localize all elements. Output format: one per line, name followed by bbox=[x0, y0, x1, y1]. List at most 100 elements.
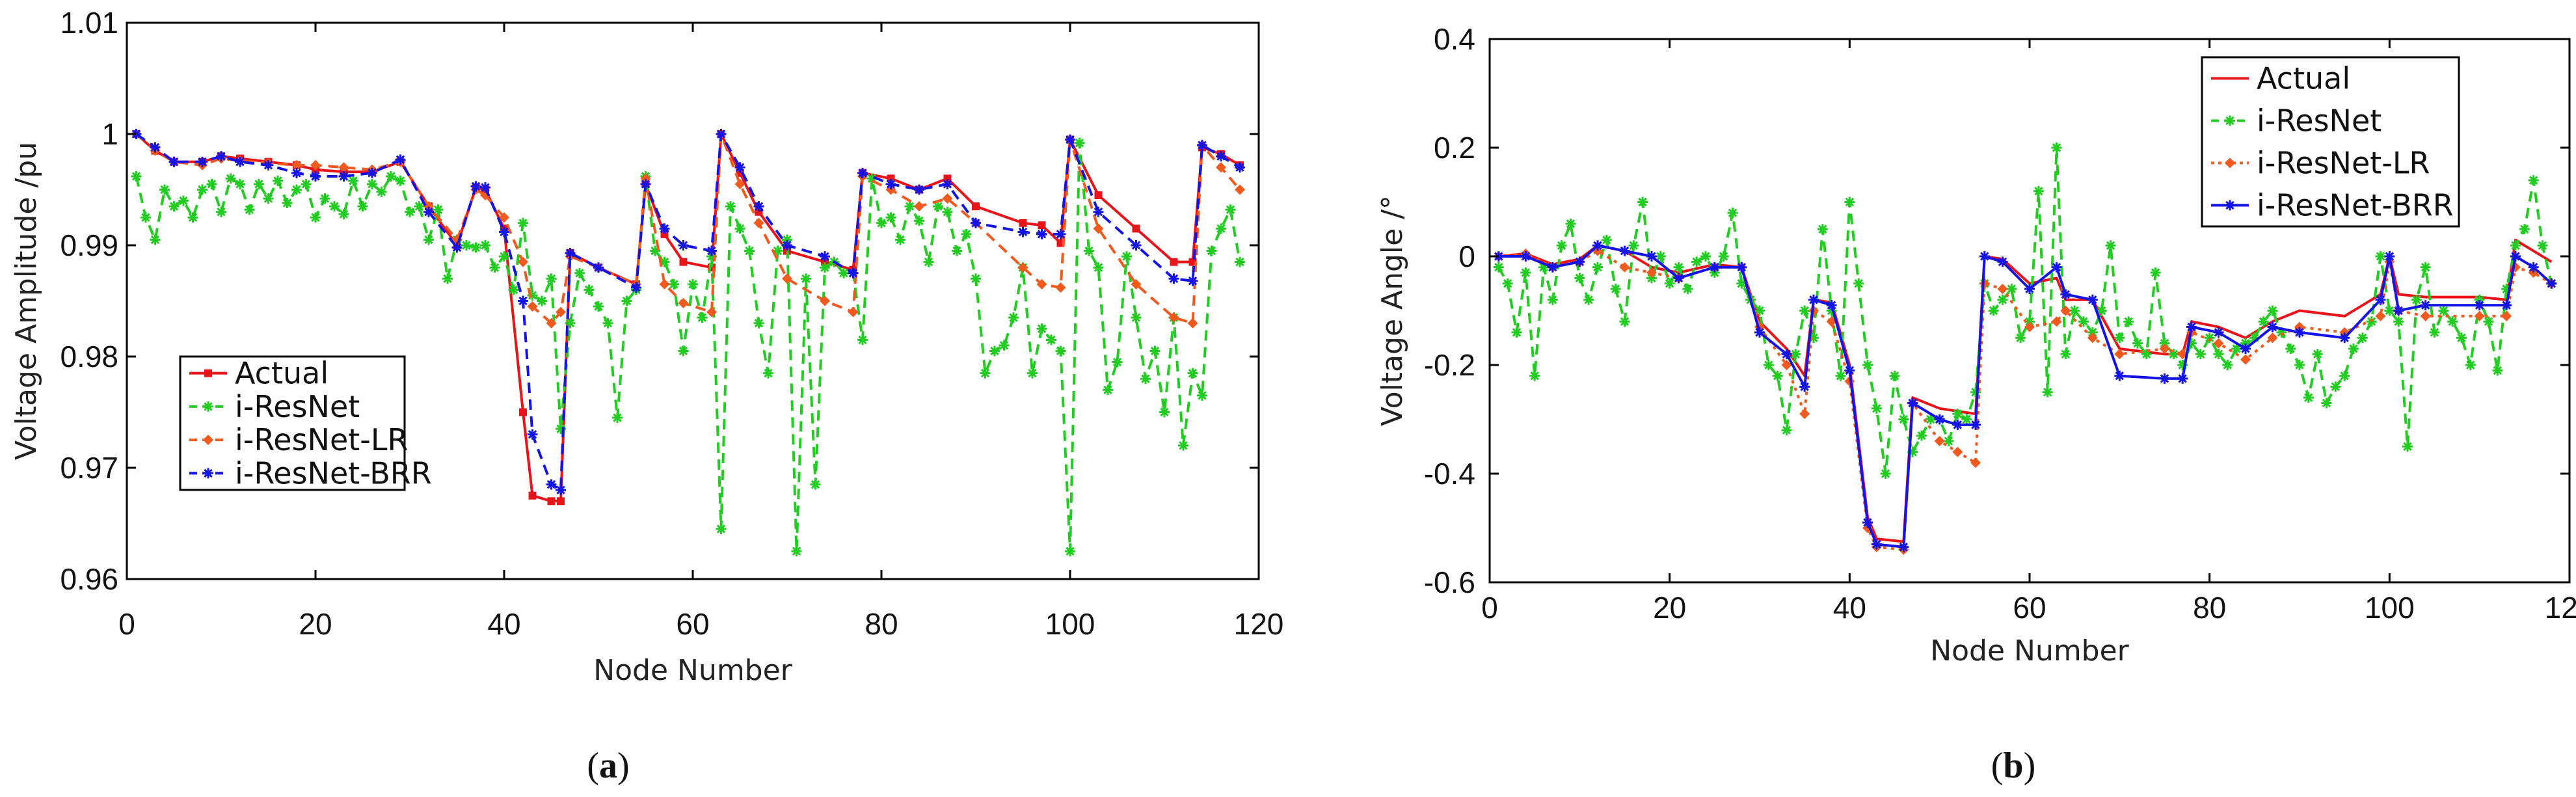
chart-b-series-i-resnet-point bbox=[2195, 349, 2206, 360]
chart-b-series-i-resnet-brr-point bbox=[1808, 294, 1819, 305]
chart-a-series-actual-point bbox=[660, 230, 669, 238]
chart-b-series-i-resnet-point bbox=[1727, 208, 1738, 219]
chart-b-series-i-resnet-lr-point bbox=[1646, 267, 1657, 278]
chart-b-series-i-resnet-point bbox=[1790, 349, 1801, 360]
chart-a-series-i-resnet-lr-point bbox=[1216, 162, 1226, 173]
chart-b-legend-marker-i-resnet bbox=[2225, 115, 2235, 126]
chart-a-series-i-resnet-point bbox=[338, 209, 349, 220]
chart-a-series-i-resnet-point bbox=[923, 256, 934, 267]
chart-b-series-i-resnet-point bbox=[1601, 234, 1612, 245]
chart-b-series-i-resnet-point bbox=[2069, 305, 2080, 316]
chart-b-series-i-resnet-lr-point bbox=[1619, 262, 1630, 273]
chart-a-series-i-resnet-lr-point bbox=[734, 178, 745, 189]
chart-a-series-i-resnet-point bbox=[810, 479, 821, 490]
chart-a-series-i-resnet-lr-point bbox=[518, 256, 528, 267]
chart-a-series-i-resnet-brr-point bbox=[1093, 206, 1104, 217]
chart-a-series-i-resnet-point bbox=[282, 198, 293, 209]
chart-a-series-actual-point bbox=[1132, 224, 1140, 233]
chart-a-series-i-resnet-lr-point bbox=[1017, 262, 1028, 273]
chart-b-series-i-resnet-point bbox=[2420, 262, 2431, 273]
chart-a-series-i-resnet-point bbox=[782, 234, 792, 245]
chart-b-series-i-resnet-point bbox=[2375, 251, 2386, 262]
chart-b-series-i-resnet-point bbox=[2015, 332, 2026, 344]
chart-a-y-tick-label: 0.98 bbox=[60, 340, 118, 373]
chart-b-series-i-resnet-brr-point bbox=[2393, 305, 2404, 316]
chart-a-series-i-resnet-brr-point bbox=[706, 245, 717, 256]
chart-b-series-i-resnet-point bbox=[1853, 278, 1864, 289]
chart-a-series-actual-point bbox=[528, 491, 537, 500]
chart-b-series-i-resnet-point bbox=[1718, 251, 1729, 262]
chart-a-series-i-resnet-brr-point bbox=[631, 282, 641, 293]
chart-a-series-i-resnet-point bbox=[235, 178, 245, 189]
chart-a-series-i-resnet-brr-point bbox=[168, 156, 180, 167]
chart-a-series-i-resnet-brr-point bbox=[857, 167, 868, 178]
chart-a-series-i-resnet-point bbox=[1008, 312, 1019, 323]
chart-a-series-i-resnet-point bbox=[650, 245, 660, 256]
chart-a-series-i-resnet-brr-point bbox=[546, 479, 557, 490]
chart-b-series-i-resnet-brr-point bbox=[1952, 419, 1963, 430]
chart-b-series-i-resnet-point bbox=[2231, 343, 2242, 354]
chart-b-series-i-resnet-point bbox=[2222, 360, 2233, 370]
chart-a-series-i-resnet-point bbox=[678, 345, 689, 357]
chart-b-series-i-resnet-point bbox=[1700, 251, 1711, 262]
chart-b-x-tick-label: 40 bbox=[1833, 591, 1866, 625]
chart-b-series-i-resnet-brr-point bbox=[2339, 332, 2350, 344]
chart-b-series-i-resnet-point bbox=[2258, 316, 2269, 327]
caption-a: (a) bbox=[587, 746, 629, 786]
chart-b-series-i-resnet-point bbox=[2150, 267, 2161, 278]
chart-a-plot-area bbox=[127, 23, 1259, 579]
chart-a-legend-label-i-resnet-brr: i-ResNet-BRR bbox=[235, 455, 432, 491]
chart-b-series-i-resnet-point bbox=[2060, 349, 2071, 360]
chart-b-series-i-resnet-brr-point bbox=[2240, 343, 2251, 354]
chart-b-series-i-resnet-point bbox=[1709, 267, 1720, 278]
chart-a-series-i-resnet-point bbox=[206, 178, 217, 189]
chart-b-series-i-resnet-brr-point bbox=[1871, 539, 1882, 550]
chart-b-series-i-resnet-brr-point bbox=[1547, 262, 1558, 273]
chart-a-series-i-resnet-brr-point bbox=[565, 247, 576, 258]
chart-a-series-i-resnet-point bbox=[546, 273, 557, 284]
chart-b-series-i-resnet-brr-point bbox=[2060, 289, 2071, 300]
chart-a-x-tick-label: 40 bbox=[487, 607, 520, 641]
chart-b-series-i-resnet-point bbox=[1772, 370, 1783, 381]
chart-a-series-i-resnet-point bbox=[669, 278, 679, 290]
chart-a-series-i-resnet-point bbox=[556, 424, 566, 435]
chart-a-series-i-resnet-point bbox=[904, 201, 915, 212]
chart-b-series-i-resnet-point bbox=[2411, 294, 2422, 305]
chart-b-series-i-resnet-brr-point bbox=[1754, 327, 1765, 338]
chart-a-series-i-resnet-brr-point bbox=[338, 170, 349, 182]
chart-b-series-i-resnet-point bbox=[1961, 414, 1972, 425]
chart-b-series-i-resnet-point bbox=[2042, 386, 2053, 398]
chart-a-series-i-resnet-point bbox=[999, 340, 1010, 351]
chart-b-y-tick-label: -0.4 bbox=[1424, 457, 1475, 491]
chart-a-series-i-resnet-lr-point bbox=[1168, 312, 1179, 323]
chart-b-series-i-resnet-lr-point bbox=[2159, 343, 2170, 354]
chart-b-series-i-resnet-point bbox=[1682, 284, 1693, 295]
chart-b-series-i-resnet-point bbox=[1502, 278, 1513, 289]
chart-a-legend-box bbox=[179, 355, 406, 491]
chart-b-series-i-resnet-point bbox=[1970, 386, 1981, 398]
chart-a-series-i-resnet-brr-point bbox=[820, 251, 830, 262]
chart-a-series-i-resnet-lr-point bbox=[1093, 223, 1104, 234]
chart-a-series-i-resnet-lr-point bbox=[820, 295, 830, 306]
chart-b-series-i-resnet-point bbox=[1916, 430, 1927, 441]
chart-a-series-group bbox=[131, 129, 1245, 557]
chart-a-series-i-resnet-point bbox=[395, 175, 406, 186]
chart-b-series-i-resnet-point bbox=[1826, 305, 1837, 316]
chart-a-series-i-resnet-point bbox=[895, 234, 906, 245]
chart-a-series-i-resnet-brr-point bbox=[942, 178, 953, 189]
chart-a-series-i-resnet-point bbox=[1112, 357, 1123, 368]
chart-b-series-i-resnet-point bbox=[2141, 349, 2152, 360]
chart-b-series-i-resnet-point bbox=[2204, 332, 2215, 344]
chart-b-series-i-resnet-point bbox=[2474, 294, 2485, 305]
chart-b-series-i-resnet-lr-point bbox=[2060, 305, 2071, 316]
chart-a-series-i-resnet-lr-point bbox=[338, 162, 349, 173]
chart-b-series-i-resnet-point bbox=[2285, 343, 2296, 354]
chart-b-series-i-resnet-lr-point bbox=[1934, 435, 1945, 446]
chart-b-series-i-resnet-brr-point bbox=[1997, 256, 2008, 267]
chart-a-series-i-resnet-point bbox=[820, 262, 830, 273]
chart-b-series-i-resnet-point bbox=[1547, 294, 1558, 305]
chart-a-series-i-resnet-point bbox=[216, 206, 226, 217]
chart-b-series-i-resnet-brr-point bbox=[1520, 251, 1531, 262]
chart-a-legend-label-actual: Actual bbox=[235, 356, 329, 391]
